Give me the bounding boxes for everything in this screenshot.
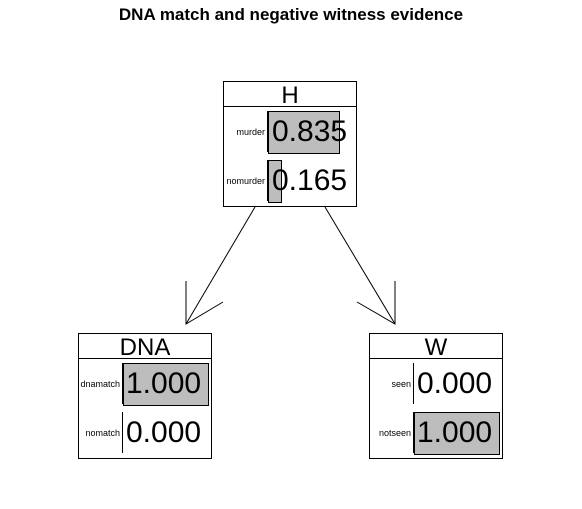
probability-bar: [123, 363, 209, 406]
state-row: dnamatch 1.000: [79, 359, 211, 408]
divider: [413, 363, 414, 404]
state-row: nomatch 0.000: [79, 408, 211, 457]
arrowhead: [356, 281, 396, 325]
probability-bar: [268, 111, 340, 154]
node-title: DNA: [79, 334, 211, 361]
divider: [122, 412, 123, 453]
probability-value: 0.000: [126, 415, 202, 449]
state-label: murder: [236, 126, 265, 137]
divider: [122, 363, 123, 404]
state-row: notseen 1.000: [370, 408, 502, 457]
divider: [413, 412, 414, 453]
node-w[interactable]: W seen 0.000 notseen 1.000: [369, 333, 503, 459]
state-row: murder 0.835: [224, 107, 356, 156]
divider: [267, 160, 268, 201]
probability-value: 0.000: [417, 366, 493, 400]
probability-value: 0.165: [272, 163, 348, 197]
edge-h-dna: [185, 206, 256, 325]
state-row: seen 0.000: [370, 359, 502, 408]
diagram-title: DNA match and negative witness evidence: [118, 5, 464, 24]
node-dna[interactable]: DNA dnamatch 1.000 nomatch 0.000: [78, 333, 212, 459]
probability-bar: [268, 160, 282, 203]
node-title: W: [370, 334, 502, 361]
divider: [267, 111, 268, 152]
state-label: notseen: [378, 427, 411, 438]
state-row: nomurder 0.165: [224, 156, 356, 205]
edge-h-w: [324, 206, 396, 325]
node-title: H: [224, 82, 356, 109]
node-h[interactable]: H murder 0.835 nomurder 0.165: [223, 81, 357, 207]
state-label: seen: [391, 378, 411, 389]
arrowhead: [185, 281, 224, 325]
state-label: nomurder: [226, 175, 265, 186]
state-label: dnamatch: [80, 378, 120, 389]
probability-value: 1.000: [417, 415, 493, 449]
probability-value: 0.835: [272, 114, 348, 148]
probability-value: 1.000: [126, 366, 202, 400]
state-label: nomatch: [85, 427, 120, 438]
probability-bar: [414, 412, 500, 455]
